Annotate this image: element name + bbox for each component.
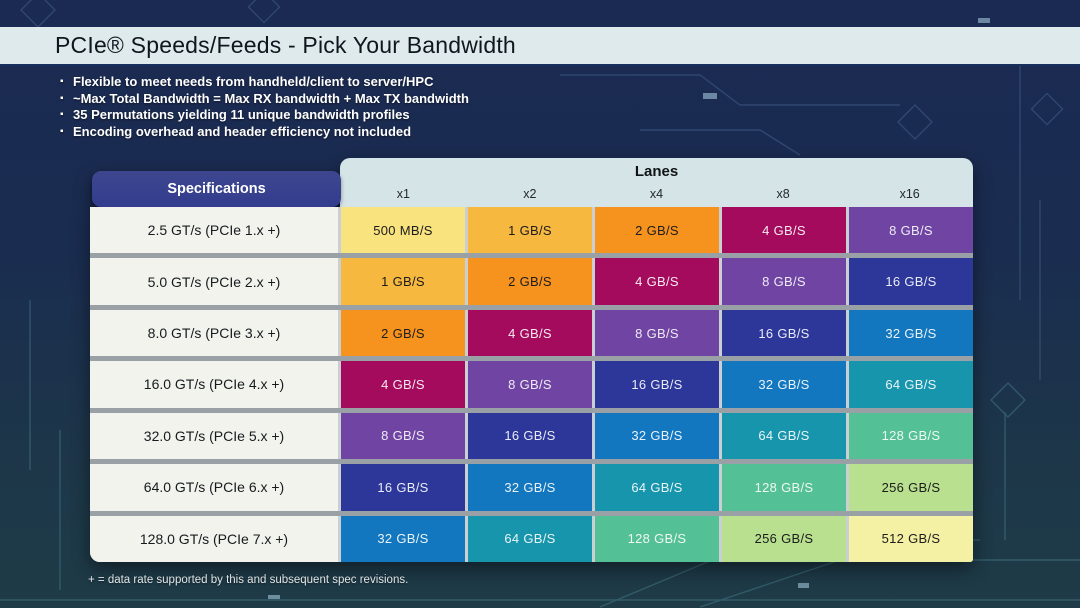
spec-cell: 5.0 GT/s (PCIe 2.x +) xyxy=(90,258,338,305)
title-band: PCIe® Speeds/Feeds - Pick Your Bandwidth xyxy=(0,27,1080,66)
spec-cell: 32.0 GT/s (PCIe 5.x +) xyxy=(90,412,338,460)
table-row: 8.0 GT/s (PCIe 3.x +) 2 GB/S 4 GB/S 8 GB/S 1… xyxy=(90,309,973,357)
bandwidth-cell: 64 GB/S xyxy=(468,515,592,562)
lanes-header: Lanes xyxy=(634,163,679,180)
spec-cell: 16.0 GT/s (PCIe 4.x +) xyxy=(90,361,338,408)
bullet-item: Encoding overhead and header efficiency … xyxy=(60,124,469,141)
bandwidth-cell: 16 GB/S xyxy=(595,361,719,408)
bandwidth-cell: 256 GB/S xyxy=(722,515,846,562)
bandwidth-cell: 2 GB/S xyxy=(595,207,719,254)
lane-labels-row: x1 x2 x4 x8 x16 xyxy=(340,180,973,207)
bandwidth-cell: 64 GB/S xyxy=(595,464,719,511)
specifications-header: Specifications xyxy=(92,171,341,207)
bandwidth-cell: 8 GB/S xyxy=(341,412,465,460)
bandwidth-cell: 32 GB/S xyxy=(468,464,592,511)
spec-cell: 2.5 GT/s (PCIe 1.x +) xyxy=(90,207,338,254)
bandwidth-cell: 1 GB/S xyxy=(468,207,592,254)
bandwidth-cell: 16 GB/S xyxy=(468,412,592,460)
bullet-item: 35 Permutations yielding 11 unique bandw… xyxy=(60,107,469,124)
bullet-item: ~Max Total Bandwidth = Max RX bandwidth … xyxy=(60,91,469,108)
table-row: 64.0 GT/s (PCIe 6.x +) 16 GB/S 32 GB/S 64 G… xyxy=(90,464,973,511)
lane-column-header: x2 xyxy=(523,186,537,201)
bandwidth-cell: 2 GB/S xyxy=(341,309,465,357)
bandwidth-cell: 128 GB/S xyxy=(849,412,973,460)
bandwidth-cell: 8 GB/S xyxy=(595,309,719,357)
bandwidth-cell: 64 GB/S xyxy=(722,412,846,460)
bandwidth-cell: 4 GB/S xyxy=(722,207,846,254)
bandwidth-cell: 16 GB/S xyxy=(849,258,973,305)
bandwidth-cell: 16 GB/S xyxy=(341,464,465,511)
footnote: + = data rate supported by this and subs… xyxy=(88,574,409,586)
bandwidth-cell: 512 GB/S xyxy=(849,515,973,562)
table-body: 2.5 GT/s (PCIe 1.x +) 500 MB/S 1 GB/S 2 GB/… xyxy=(90,207,973,562)
bandwidth-cell: 4 GB/S xyxy=(468,309,592,357)
table-row: 16.0 GT/s (PCIe 4.x +) 4 GB/S 8 GB/S 16 GB/… xyxy=(90,361,973,408)
bandwidth-cell: 2 GB/S xyxy=(468,258,592,305)
bandwidth-cell: 32 GB/S xyxy=(722,361,846,408)
bandwidth-cell: 8 GB/S xyxy=(849,207,973,254)
lanes-header-panel: Lanes x1 x2 x4 x8 x16 xyxy=(340,158,973,207)
specifications-header-label: Specifications xyxy=(167,181,266,197)
bandwidth-table: Lanes x1 x2 x4 x8 x16 Specifications 2.5… xyxy=(90,158,973,562)
bandwidth-cell: 128 GB/S xyxy=(722,464,846,511)
bullet-list: Flexible to meet needs from handheld/cli… xyxy=(60,74,469,140)
bandwidth-cell: 500 MB/S xyxy=(341,207,465,254)
bandwidth-cell: 64 GB/S xyxy=(849,361,973,408)
lane-column-header: x16 xyxy=(899,186,920,201)
page-title: PCIe® Speeds/Feeds - Pick Your Bandwidth xyxy=(55,32,516,58)
lane-column-header: x8 xyxy=(776,186,790,201)
table-row: 2.5 GT/s (PCIe 1.x +) 500 MB/S 1 GB/S 2 GB/… xyxy=(90,207,973,254)
bandwidth-cell: 4 GB/S xyxy=(341,361,465,408)
bandwidth-cell: 256 GB/S xyxy=(849,464,973,511)
table-row: 32.0 GT/s (PCIe 5.x +) 8 GB/S 16 GB/S 32 GB… xyxy=(90,412,973,460)
spec-cell: 128.0 GT/s (PCIe 7.x +) xyxy=(90,515,338,562)
bandwidth-cell: 128 GB/S xyxy=(595,515,719,562)
bandwidth-cell: 32 GB/S xyxy=(595,412,719,460)
lane-column-header: x4 xyxy=(649,186,664,201)
bandwidth-cell: 1 GB/S xyxy=(341,258,465,305)
table-row: 128.0 GT/s (PCIe 7.x +) 32 GB/S 64 GB/S 128… xyxy=(90,515,973,562)
bandwidth-cell: 4 GB/S xyxy=(595,258,719,305)
bandwidth-cell: 8 GB/S xyxy=(468,361,592,408)
bandwidth-cell: 8 GB/S xyxy=(722,258,846,305)
lane-column-header: x1 xyxy=(396,186,410,201)
table-row: 5.0 GT/s (PCIe 2.x +) 1 GB/S 2 GB/S 4 GB/S 8… xyxy=(90,258,973,305)
bullet-item: Flexible to meet needs from handheld/cli… xyxy=(60,74,469,91)
spec-cell: 8.0 GT/s (PCIe 3.x +) xyxy=(90,309,338,357)
bandwidth-cell: 32 GB/S xyxy=(849,309,973,357)
spec-cell: 64.0 GT/s (PCIe 6.x +) xyxy=(90,464,338,511)
bandwidth-cell: 32 GB/S xyxy=(341,515,465,562)
bandwidth-cell: 16 GB/S xyxy=(722,309,846,357)
